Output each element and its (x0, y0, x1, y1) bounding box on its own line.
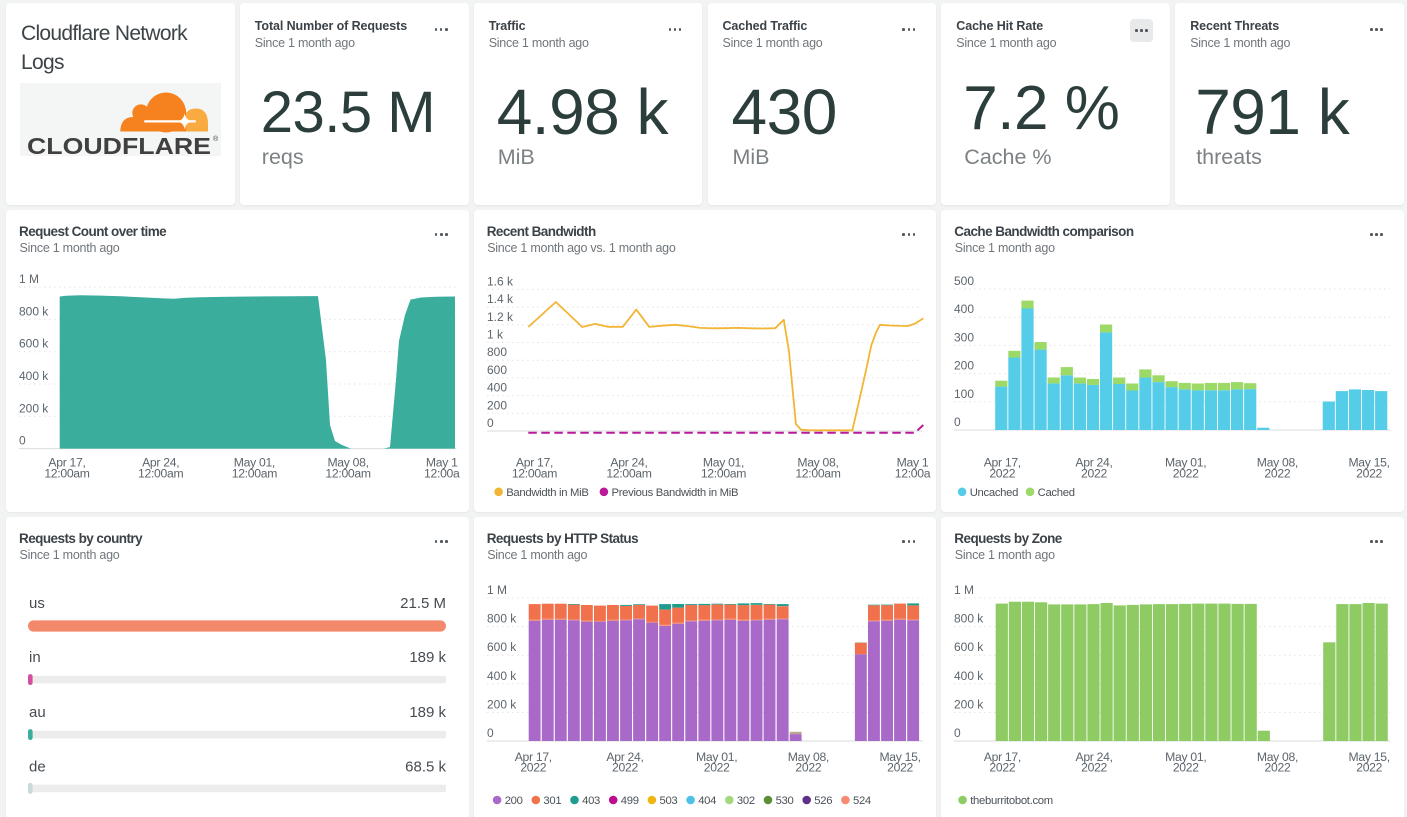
svg-text:499: 499 (620, 795, 638, 807)
svg-text:200: 200 (954, 359, 974, 373)
svg-text:us: us (29, 595, 45, 612)
svg-text:Previous Bandwidth in MiB: Previous Bandwidth in MiB (611, 487, 738, 499)
svg-text:theburritobot.com: theburritobot.com (970, 795, 1053, 807)
svg-text:200 k: 200 k (954, 697, 984, 711)
svg-text:200 k: 200 k (19, 401, 49, 415)
svg-text:May 15,2022: May 15, 2022 (1349, 750, 1390, 775)
svg-text:100: 100 (954, 387, 974, 401)
svg-text:0: 0 (954, 415, 961, 429)
svg-text:de: de (29, 759, 46, 776)
svg-text:1.6 k: 1.6 k (487, 274, 514, 288)
svg-text:Apr 24,2022: Apr 24, 2022 (1076, 750, 1113, 775)
svg-text:Bandwidth in MiB: Bandwidth in MiB (506, 487, 588, 499)
svg-text:0: 0 (487, 726, 494, 740)
svg-text:503: 503 (659, 795, 677, 807)
svg-text:302: 302 (737, 795, 755, 807)
svg-text:0: 0 (954, 726, 961, 740)
svg-text:500: 500 (954, 274, 974, 288)
svg-text:May 08,2022: May 08, 2022 (787, 750, 828, 775)
svg-text:1 M: 1 M (19, 272, 39, 286)
svg-text:403: 403 (582, 795, 600, 807)
svg-text:68.5 k: 68.5 k (405, 759, 446, 776)
svg-text:May 08,12:00am: May 08, 12:00am (325, 455, 370, 480)
svg-text:200 k: 200 k (487, 697, 517, 711)
svg-text:CLOUDFLARE: CLOUDFLARE (27, 133, 211, 156)
svg-text:Apr 24,12:00am: Apr 24, 12:00am (606, 455, 651, 480)
svg-text:800 k: 800 k (487, 612, 517, 626)
svg-text:0: 0 (487, 416, 494, 430)
svg-text:526: 526 (814, 795, 832, 807)
svg-text:400 k: 400 k (954, 669, 984, 683)
svg-text:800: 800 (487, 345, 507, 359)
svg-text:Apr 17,12:00am: Apr 17, 12:00am (512, 455, 557, 480)
svg-text:800 k: 800 k (954, 612, 984, 626)
svg-text:189 k: 189 k (409, 704, 446, 721)
svg-text:530: 530 (775, 795, 793, 807)
svg-text:400: 400 (954, 302, 974, 316)
svg-text:Apr 17,2022: Apr 17, 2022 (984, 455, 1021, 480)
svg-text:0: 0 (19, 434, 26, 448)
svg-text:1 k: 1 k (487, 328, 504, 342)
svg-text:May 15,2022: May 15, 2022 (879, 750, 920, 775)
svg-text:Apr 24,2022: Apr 24, 2022 (606, 750, 643, 775)
svg-text:May 112:00a: May 1 12:00a (894, 455, 930, 480)
svg-text:Uncached: Uncached (970, 487, 1018, 499)
svg-text:May 01,12:00am: May 01, 12:00am (701, 455, 746, 480)
svg-text:1 M: 1 M (487, 583, 507, 597)
svg-text:May 01,12:00am: May 01, 12:00am (232, 455, 277, 480)
svg-text:1.4 k: 1.4 k (487, 292, 514, 306)
svg-text:400: 400 (487, 381, 507, 395)
svg-text:600 k: 600 k (487, 640, 517, 654)
svg-text:Apr 24,12:00am: Apr 24, 12:00am (138, 455, 183, 480)
svg-text:May 112:00a: May 1 12:00a (424, 455, 460, 480)
svg-text:600 k: 600 k (19, 337, 49, 351)
svg-text:200: 200 (504, 795, 522, 807)
svg-text:Apr 17,12:00am: Apr 17, 12:00am (44, 455, 89, 480)
svg-text:404: 404 (698, 795, 716, 807)
svg-text:May 08,2022: May 08, 2022 (1257, 750, 1298, 775)
svg-text:Cached: Cached (1038, 487, 1075, 499)
svg-text:Apr 17,2022: Apr 17, 2022 (514, 750, 551, 775)
svg-text:1.2 k: 1.2 k (487, 310, 514, 324)
svg-text:400 k: 400 k (19, 369, 49, 383)
svg-text:300: 300 (954, 330, 974, 344)
svg-text:May 08,2022: May 08, 2022 (1257, 455, 1298, 480)
svg-text:May 01,2022: May 01, 2022 (1165, 750, 1206, 775)
svg-text:600: 600 (487, 363, 507, 377)
svg-text:in: in (29, 649, 41, 666)
svg-text:800 k: 800 k (19, 304, 49, 318)
svg-text:Apr 24,2022: Apr 24, 2022 (1076, 455, 1113, 480)
svg-text:200: 200 (487, 398, 507, 412)
svg-text:May 01,2022: May 01, 2022 (1165, 455, 1206, 480)
svg-text:189 k: 189 k (409, 649, 446, 666)
svg-text:May 15,2022: May 15, 2022 (1349, 455, 1390, 480)
svg-text:au: au (29, 704, 46, 721)
svg-text:524: 524 (853, 795, 871, 807)
svg-text:600 k: 600 k (954, 640, 984, 654)
svg-text:1 M: 1 M (954, 583, 974, 597)
svg-text:Apr 17,2022: Apr 17, 2022 (984, 750, 1021, 775)
svg-text:21.5 M: 21.5 M (400, 595, 446, 612)
svg-text:May 08,12:00am: May 08, 12:00am (795, 455, 840, 480)
svg-text:®: ® (213, 135, 219, 143)
svg-text:May 01,2022: May 01, 2022 (696, 750, 737, 775)
svg-text:400 k: 400 k (487, 669, 517, 683)
svg-text:301: 301 (543, 795, 561, 807)
